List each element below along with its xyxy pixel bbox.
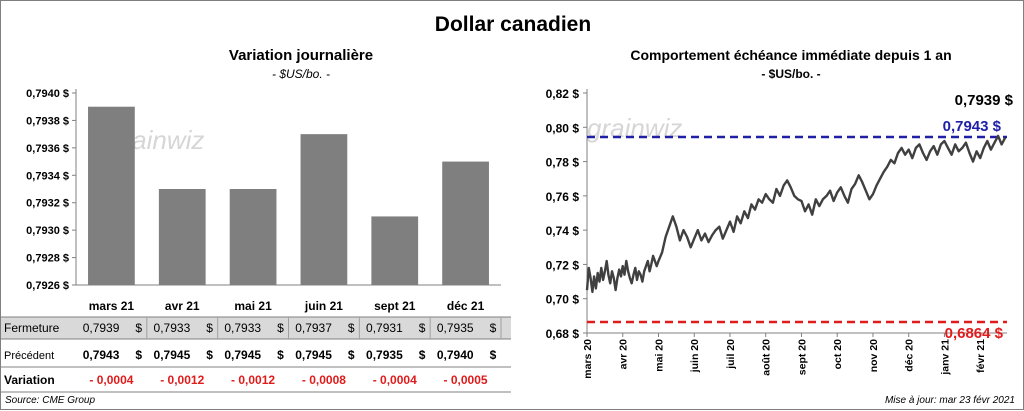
x-tick-label: mai 21: [234, 299, 272, 313]
table-cell-unit: $: [206, 348, 213, 362]
y-tick-label: 0,74 $: [546, 224, 580, 238]
table-cell-unit: $: [419, 348, 426, 362]
table-cell-unit: $: [277, 348, 284, 362]
x-tick-label: sept 21: [374, 299, 416, 313]
table-cell-value: 0,7939: [83, 321, 120, 335]
y-tick-label: 0,7936 $: [26, 143, 69, 155]
price-series: [585, 134, 1007, 294]
bar-3: [300, 134, 348, 285]
x-tick-label: juin 20: [689, 339, 701, 373]
table-cell-unit: $: [490, 321, 497, 335]
bar-2: [229, 189, 277, 285]
y-tick-label: 0,7938 $: [26, 115, 69, 127]
table-cell-value: 0,7945: [224, 348, 261, 362]
table-cell-variation: - 0,0004: [373, 373, 417, 387]
x-tick-label: sept 20: [796, 339, 808, 375]
table-cell-variation: - 0,0012: [231, 373, 275, 387]
bar-4: [371, 216, 419, 285]
y-tick-label: 0,7934 $: [26, 170, 69, 182]
y-tick-label: 0,76 $: [546, 190, 580, 204]
bar-0: [88, 106, 135, 285]
y-tick-label: 0,7932 $: [26, 198, 69, 210]
table-cell-variation: - 0,0012: [160, 373, 204, 387]
table-cell-unit: $: [206, 321, 213, 335]
table-cell-variation: - 0,0005: [444, 373, 488, 387]
y-tick-label: 0,82 $: [546, 87, 580, 101]
main-title: Dollar canadien: [434, 13, 592, 36]
table-row-label: Fermeture: [4, 321, 60, 335]
high-price-label: 0,7943 $: [943, 118, 1002, 135]
x-tick-label: janv 21: [939, 339, 951, 376]
left-chart-title: Variation journalière: [228, 47, 374, 64]
table-cell-unit: $: [348, 321, 355, 335]
bar-5: [442, 161, 489, 285]
x-tick-label: févr 21: [975, 339, 987, 373]
y-tick-label: 0,7930 $: [26, 225, 69, 237]
table-cell-unit: $: [419, 321, 426, 335]
table-cell-value: 0,7935: [437, 321, 474, 335]
right-chart-unit: - $US/bo. -: [761, 67, 821, 81]
table-row-label: Variation: [4, 373, 55, 387]
table-cell-value: 0,7943: [83, 348, 120, 362]
table-cell-unit: $: [135, 348, 142, 362]
y-tick-label: 0,80 $: [546, 121, 580, 135]
last-price-label: 0,7939 $: [955, 92, 1014, 109]
right-chart-title: Comportement échéance immédiate depuis 1…: [630, 47, 952, 63]
left-chart-unit: - $US/bo. -: [271, 67, 331, 81]
table-cell-value: 0,7940: [437, 348, 474, 362]
table-row-label: Précédent: [4, 350, 54, 362]
table-cell-value: 0,7935: [366, 348, 403, 362]
source-note: Source: CME Group: [5, 395, 96, 406]
table-cell-value: 0,7945: [295, 348, 332, 362]
table-cell-value: 0,7933: [154, 321, 191, 335]
x-tick-label: juin 21: [304, 299, 343, 313]
update-note: Mise à jour: mar 23 févr 2021: [884, 395, 1015, 406]
bar-1: [158, 189, 206, 285]
watermark-right: grainwiz: [587, 113, 682, 143]
y-tick-label: 0,68 $: [546, 327, 580, 341]
x-tick-label: mars 20: [582, 339, 594, 379]
x-tick-label: mars 21: [89, 299, 135, 313]
table-cell-unit: $: [490, 348, 497, 362]
table-cell-unit: $: [348, 348, 355, 362]
table-cell-variation: - 0,0008: [302, 373, 346, 387]
table-cell-value: 0,7933: [224, 321, 261, 335]
table-cell-value: 0,7937: [295, 321, 332, 335]
table-cell-variation: - 0,0004: [89, 373, 133, 387]
x-tick-label: juil 20: [725, 339, 737, 370]
y-tick-label: 0,78 $: [546, 156, 580, 170]
y-tick-label: 0,7940 $: [26, 88, 69, 100]
table-row-bg-fermeture: [1, 317, 511, 339]
y-tick-label: 0,70 $: [546, 293, 580, 307]
x-tick-label: août 20: [761, 339, 773, 376]
x-tick-label: oct 20: [832, 339, 844, 370]
y-tick-label: 0,72 $: [546, 258, 580, 272]
table-cell-unit: $: [135, 321, 142, 335]
x-tick-label: avr 21: [165, 299, 200, 313]
x-tick-label: avr 20: [618, 339, 630, 370]
y-tick-label: 0,7926 $: [26, 280, 69, 292]
line-chart: grainwiz 0,68 $ 0,70 $ 0,72 $ 0,74 $ 0,76 $ 0,…: [546, 87, 1014, 379]
low-price-label: 0,6864 $: [945, 325, 1004, 342]
x-tick-label: nov 20: [868, 339, 880, 372]
x-tick-label: déc 21: [447, 299, 485, 313]
x-tick-label: mai 20: [653, 339, 665, 372]
table-cell-value: 0,7945: [154, 348, 191, 362]
y-tick-label: 0,7928 $: [26, 253, 69, 265]
x-tick-label: déc 20: [904, 339, 916, 372]
table-cell-unit: $: [277, 321, 284, 335]
table-cell-value: 0,7931: [366, 321, 403, 335]
